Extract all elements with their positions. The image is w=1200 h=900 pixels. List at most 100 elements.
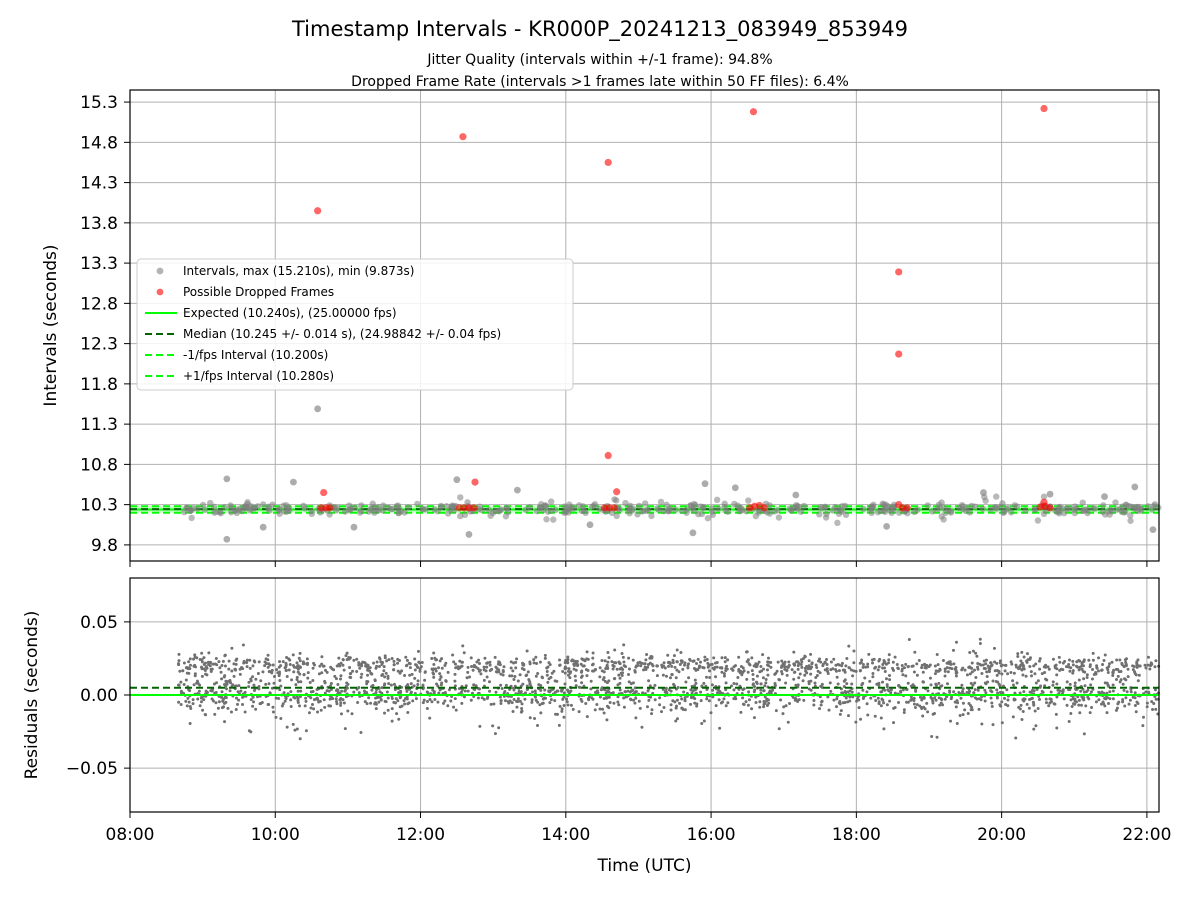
residual-point <box>472 663 476 667</box>
residual-point <box>386 676 390 680</box>
residual-point <box>298 659 302 663</box>
residual-point <box>839 709 843 713</box>
interval-point <box>1031 506 1038 513</box>
residual-point <box>902 708 906 712</box>
residual-point <box>274 696 278 700</box>
interval-point <box>223 535 231 543</box>
residual-point <box>179 702 183 706</box>
residual-point <box>523 691 527 695</box>
residual-point <box>897 700 901 704</box>
residual-point <box>935 653 939 657</box>
residual-point <box>572 667 576 671</box>
residual-point <box>788 701 792 705</box>
residual-point <box>441 701 445 705</box>
residual-point <box>1143 663 1147 667</box>
residual-point <box>1073 702 1077 706</box>
residual-point <box>507 701 511 705</box>
residual-point <box>892 706 896 710</box>
residual-point <box>528 682 532 686</box>
residual-point <box>676 685 680 689</box>
residual-point <box>251 675 255 679</box>
residual-point <box>266 653 270 657</box>
residual-point <box>283 699 287 703</box>
residual-point <box>483 656 487 660</box>
residual-point <box>762 702 766 706</box>
residual-point <box>344 654 348 658</box>
residual-point <box>607 690 611 694</box>
interval-point <box>1022 507 1029 514</box>
residual-point <box>377 656 381 660</box>
residual-point <box>1040 689 1044 693</box>
residual-point <box>342 701 346 705</box>
residual-point <box>636 663 640 667</box>
residual-point <box>547 677 551 681</box>
residual-point <box>891 660 895 664</box>
residual-point <box>1124 662 1128 666</box>
residual-point <box>586 668 590 672</box>
residual-point <box>543 688 547 692</box>
residual-point <box>624 665 628 669</box>
residual-point <box>869 696 873 700</box>
residual-point <box>866 662 870 666</box>
residual-point <box>1145 705 1149 709</box>
residual-point <box>870 658 874 662</box>
residual-point <box>587 695 591 699</box>
residual-point <box>838 702 842 706</box>
dropped-frame-point <box>749 108 758 116</box>
residual-point <box>182 661 186 665</box>
residual-point <box>724 688 728 692</box>
residual-point <box>210 697 214 701</box>
interval-point <box>1138 505 1145 513</box>
residual-point <box>1067 719 1071 723</box>
residual-point <box>530 700 534 704</box>
residual-point <box>909 698 913 702</box>
residual-point <box>320 671 324 675</box>
residual-point <box>235 657 239 661</box>
residual-point <box>631 658 635 662</box>
residual-point <box>390 707 394 711</box>
residual-point <box>1020 650 1024 654</box>
residual-point <box>557 723 561 727</box>
residual-point <box>277 696 281 700</box>
residual-point <box>240 666 244 670</box>
residual-point <box>323 705 327 709</box>
residual-point <box>292 670 296 674</box>
residual-point <box>430 657 434 661</box>
residual-point <box>963 668 967 672</box>
residual-point <box>615 667 619 671</box>
interval-point <box>223 475 231 483</box>
residual-point <box>683 661 687 665</box>
residual-point <box>813 681 817 685</box>
residual-point <box>877 702 881 706</box>
residual-point <box>252 700 256 704</box>
residual-point <box>1055 667 1059 671</box>
residual-point <box>423 678 427 682</box>
residual-point <box>406 710 410 714</box>
residual-point <box>510 674 514 678</box>
residual-point <box>217 700 221 704</box>
residual-point <box>921 714 925 718</box>
interval-point <box>550 516 557 523</box>
residual-point <box>308 680 312 684</box>
residual-point <box>683 698 687 702</box>
residual-point <box>482 665 486 669</box>
residual-point <box>288 662 292 666</box>
residual-point <box>1132 665 1136 669</box>
residual-point <box>843 689 847 693</box>
interval-point <box>613 497 620 504</box>
residual-point <box>952 662 956 666</box>
residual-point <box>1073 681 1077 685</box>
residual-point <box>953 667 957 671</box>
residual-point <box>1111 674 1115 678</box>
residual-point <box>787 660 791 664</box>
residual-point <box>733 664 737 668</box>
residual-point <box>816 669 820 673</box>
dropped-frame-point <box>760 504 768 512</box>
residual-point <box>220 663 224 667</box>
residual-point <box>812 698 816 702</box>
residual-point <box>897 683 901 687</box>
residual-point <box>741 696 745 700</box>
residual-point <box>380 663 384 667</box>
residual-point <box>1082 690 1086 694</box>
residual-point <box>307 711 311 715</box>
